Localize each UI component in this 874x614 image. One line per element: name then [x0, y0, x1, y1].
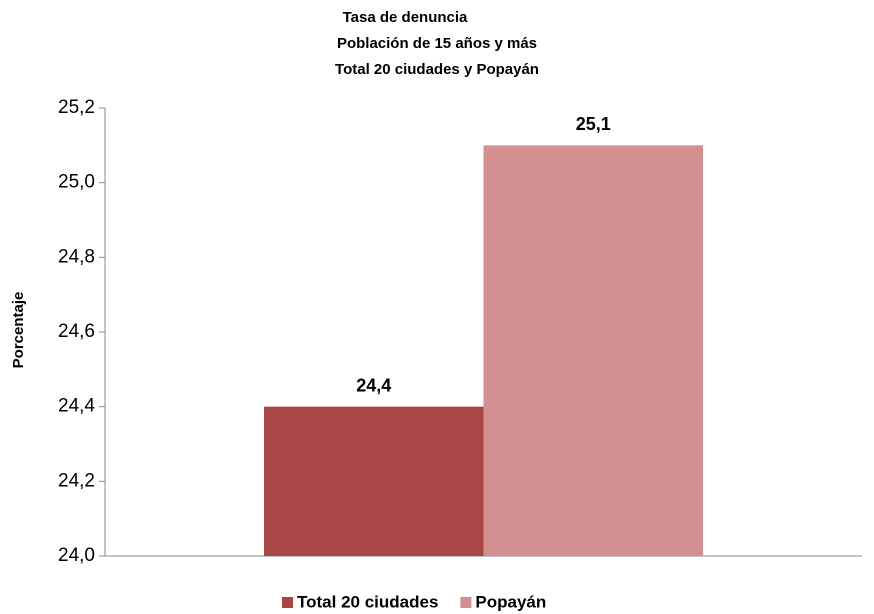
y-tick-label: 24,0 [58, 545, 95, 566]
chart-title: Total 20 ciudades y Popayán [335, 61, 539, 78]
data-label: 25,1 [576, 114, 611, 134]
y-tick-label: 25,0 [58, 172, 95, 193]
y-tick-label: 24,4 [58, 396, 95, 417]
y-tick-label: 25,2 [58, 97, 95, 118]
y-tick-label: 24,8 [58, 246, 95, 267]
chart-title: Población de 15 años y más [337, 35, 537, 52]
legend-swatch [460, 597, 472, 608]
y-tick-label: 24,2 [58, 470, 95, 491]
chart-title: Tasa de denuncia [343, 9, 468, 26]
y-axis-label: Porcentaje [10, 292, 27, 369]
y-tick-label: 24,6 [58, 321, 95, 342]
legend-swatch [282, 597, 293, 608]
legend-label: Total 20 ciudades [297, 592, 438, 611]
bar [483, 145, 704, 557]
legend-label: Popayán [475, 592, 546, 611]
data-label: 24,4 [356, 375, 391, 395]
bar [263, 406, 484, 556]
